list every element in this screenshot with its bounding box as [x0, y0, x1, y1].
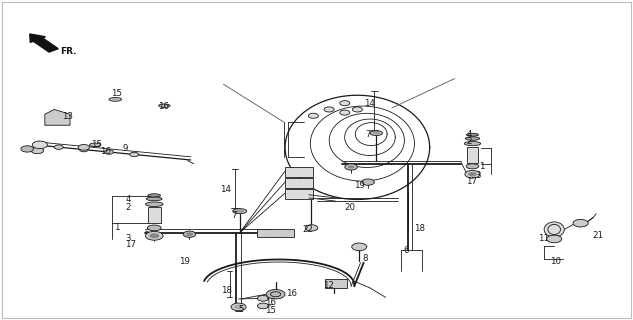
- Circle shape: [324, 107, 334, 112]
- Circle shape: [305, 225, 318, 231]
- Polygon shape: [45, 109, 70, 125]
- Text: 15: 15: [111, 89, 122, 98]
- Bar: [467, 148, 478, 163]
- Ellipse shape: [89, 143, 101, 147]
- Text: 3: 3: [475, 171, 480, 180]
- Text: 15: 15: [91, 140, 103, 149]
- Ellipse shape: [373, 132, 379, 134]
- Circle shape: [352, 243, 367, 251]
- Ellipse shape: [146, 202, 163, 206]
- Bar: [325, 279, 347, 288]
- FancyArrow shape: [30, 34, 58, 52]
- Text: 2: 2: [466, 137, 472, 146]
- Text: 19: 19: [179, 257, 191, 266]
- Circle shape: [258, 303, 269, 309]
- Text: 3: 3: [125, 235, 131, 244]
- Ellipse shape: [467, 133, 479, 136]
- Circle shape: [21, 146, 34, 152]
- Text: 20: 20: [345, 203, 356, 212]
- Circle shape: [183, 231, 196, 237]
- Circle shape: [340, 100, 350, 106]
- Text: 15: 15: [265, 307, 276, 316]
- Circle shape: [258, 295, 269, 301]
- Circle shape: [104, 150, 113, 154]
- Ellipse shape: [146, 197, 162, 201]
- Circle shape: [32, 141, 47, 148]
- Circle shape: [31, 148, 44, 154]
- Text: 4: 4: [125, 195, 131, 204]
- Ellipse shape: [109, 98, 122, 101]
- Bar: [148, 207, 161, 223]
- Circle shape: [573, 220, 588, 227]
- Text: 2: 2: [125, 203, 131, 212]
- Circle shape: [54, 145, 63, 149]
- Text: 12: 12: [323, 281, 334, 290]
- Ellipse shape: [148, 194, 161, 197]
- Circle shape: [345, 164, 358, 170]
- Text: 16: 16: [265, 298, 276, 307]
- Ellipse shape: [466, 164, 479, 169]
- Circle shape: [308, 113, 318, 118]
- Text: 17: 17: [125, 240, 136, 249]
- Circle shape: [465, 171, 480, 178]
- Text: 18: 18: [414, 224, 425, 233]
- Ellipse shape: [236, 210, 244, 212]
- Circle shape: [468, 172, 477, 176]
- Circle shape: [348, 165, 354, 169]
- Ellipse shape: [544, 222, 564, 237]
- Text: 21: 21: [592, 231, 603, 240]
- Text: 19: 19: [354, 181, 365, 190]
- Circle shape: [234, 305, 243, 309]
- Circle shape: [340, 110, 350, 115]
- Ellipse shape: [370, 131, 382, 136]
- Text: 5: 5: [238, 305, 244, 314]
- Circle shape: [353, 107, 363, 112]
- Ellipse shape: [147, 225, 161, 231]
- Circle shape: [78, 145, 89, 150]
- Text: 17: 17: [466, 177, 477, 186]
- Circle shape: [231, 303, 246, 311]
- Text: 22: 22: [302, 225, 313, 234]
- Ellipse shape: [464, 141, 480, 146]
- Text: 14: 14: [364, 99, 375, 108]
- Text: 7: 7: [232, 211, 237, 220]
- Ellipse shape: [111, 98, 119, 100]
- Circle shape: [149, 233, 160, 238]
- Text: 1: 1: [114, 223, 120, 232]
- Bar: [257, 229, 294, 237]
- Text: 4: 4: [466, 130, 472, 139]
- Circle shape: [185, 232, 193, 236]
- Ellipse shape: [233, 209, 247, 214]
- Text: 6: 6: [403, 246, 409, 255]
- Text: 10: 10: [551, 257, 561, 266]
- Bar: [285, 178, 313, 188]
- Text: 16: 16: [158, 102, 169, 111]
- Circle shape: [146, 231, 163, 240]
- Text: 13: 13: [63, 112, 73, 121]
- Text: 1: 1: [479, 163, 484, 172]
- Text: 9: 9: [123, 144, 128, 154]
- Text: 14: 14: [220, 185, 231, 194]
- Circle shape: [362, 179, 374, 185]
- Text: 16: 16: [99, 147, 111, 156]
- Circle shape: [79, 148, 88, 152]
- Ellipse shape: [159, 104, 170, 108]
- Text: 11: 11: [538, 234, 549, 243]
- Circle shape: [266, 290, 285, 299]
- Bar: [285, 189, 313, 199]
- Circle shape: [547, 235, 561, 243]
- Text: 18: 18: [221, 286, 232, 295]
- Text: 8: 8: [363, 254, 368, 263]
- Text: 16: 16: [286, 289, 298, 298]
- Text: FR.: FR.: [60, 46, 77, 56]
- Text: 7: 7: [365, 130, 370, 139]
- Ellipse shape: [465, 137, 480, 140]
- Bar: [285, 167, 313, 177]
- Circle shape: [130, 152, 139, 157]
